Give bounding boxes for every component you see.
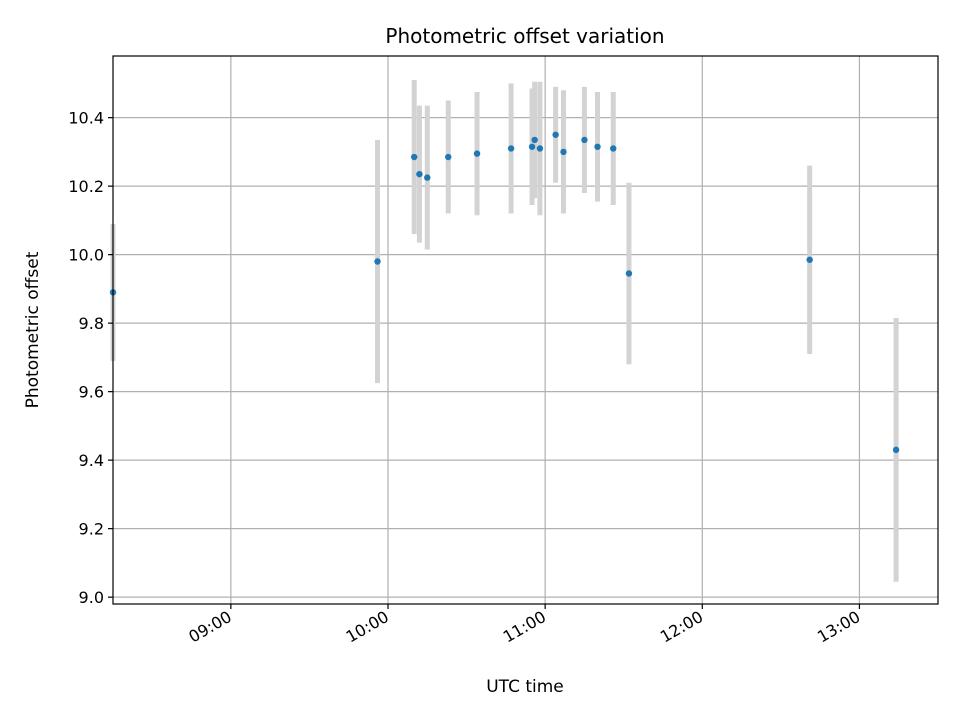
- data-point: [560, 148, 567, 156]
- data-point: [507, 145, 515, 152]
- data-point: [892, 446, 900, 454]
- y-tick-label: 9.4: [79, 451, 104, 470]
- y-tick-label: 10.4: [68, 109, 104, 128]
- data-point: [552, 131, 559, 138]
- data-point: [806, 256, 813, 263]
- data-point: [445, 153, 452, 161]
- x-axis-title: UTC time: [486, 677, 564, 697]
- data-point: [531, 136, 538, 144]
- data-point: [416, 170, 423, 178]
- y-tick-label: 9.0: [79, 588, 104, 607]
- axes-frame: [112, 55, 939, 605]
- data-point: [424, 174, 431, 181]
- data-point: [594, 143, 601, 150]
- y-axis-title: Photometric offset: [23, 251, 43, 408]
- y-tick-label: 10.2: [68, 177, 104, 196]
- data-point: [536, 145, 544, 152]
- data-point: [610, 145, 617, 152]
- y-tick-label: 9.8: [79, 314, 104, 333]
- chart-title: Photometric offset variation: [385, 24, 664, 48]
- grid: [113, 56, 938, 604]
- data-point: [374, 258, 381, 265]
- y-tick-label: 9.2: [79, 520, 104, 539]
- y-tick-label: 10.0: [68, 246, 104, 265]
- y-tick-label: 9.6: [79, 383, 104, 402]
- data-point: [581, 136, 588, 144]
- data-points: [109, 131, 900, 454]
- data-point: [625, 270, 633, 277]
- data-point: [410, 153, 418, 161]
- data-point: [473, 150, 481, 157]
- data-point: [528, 143, 536, 150]
